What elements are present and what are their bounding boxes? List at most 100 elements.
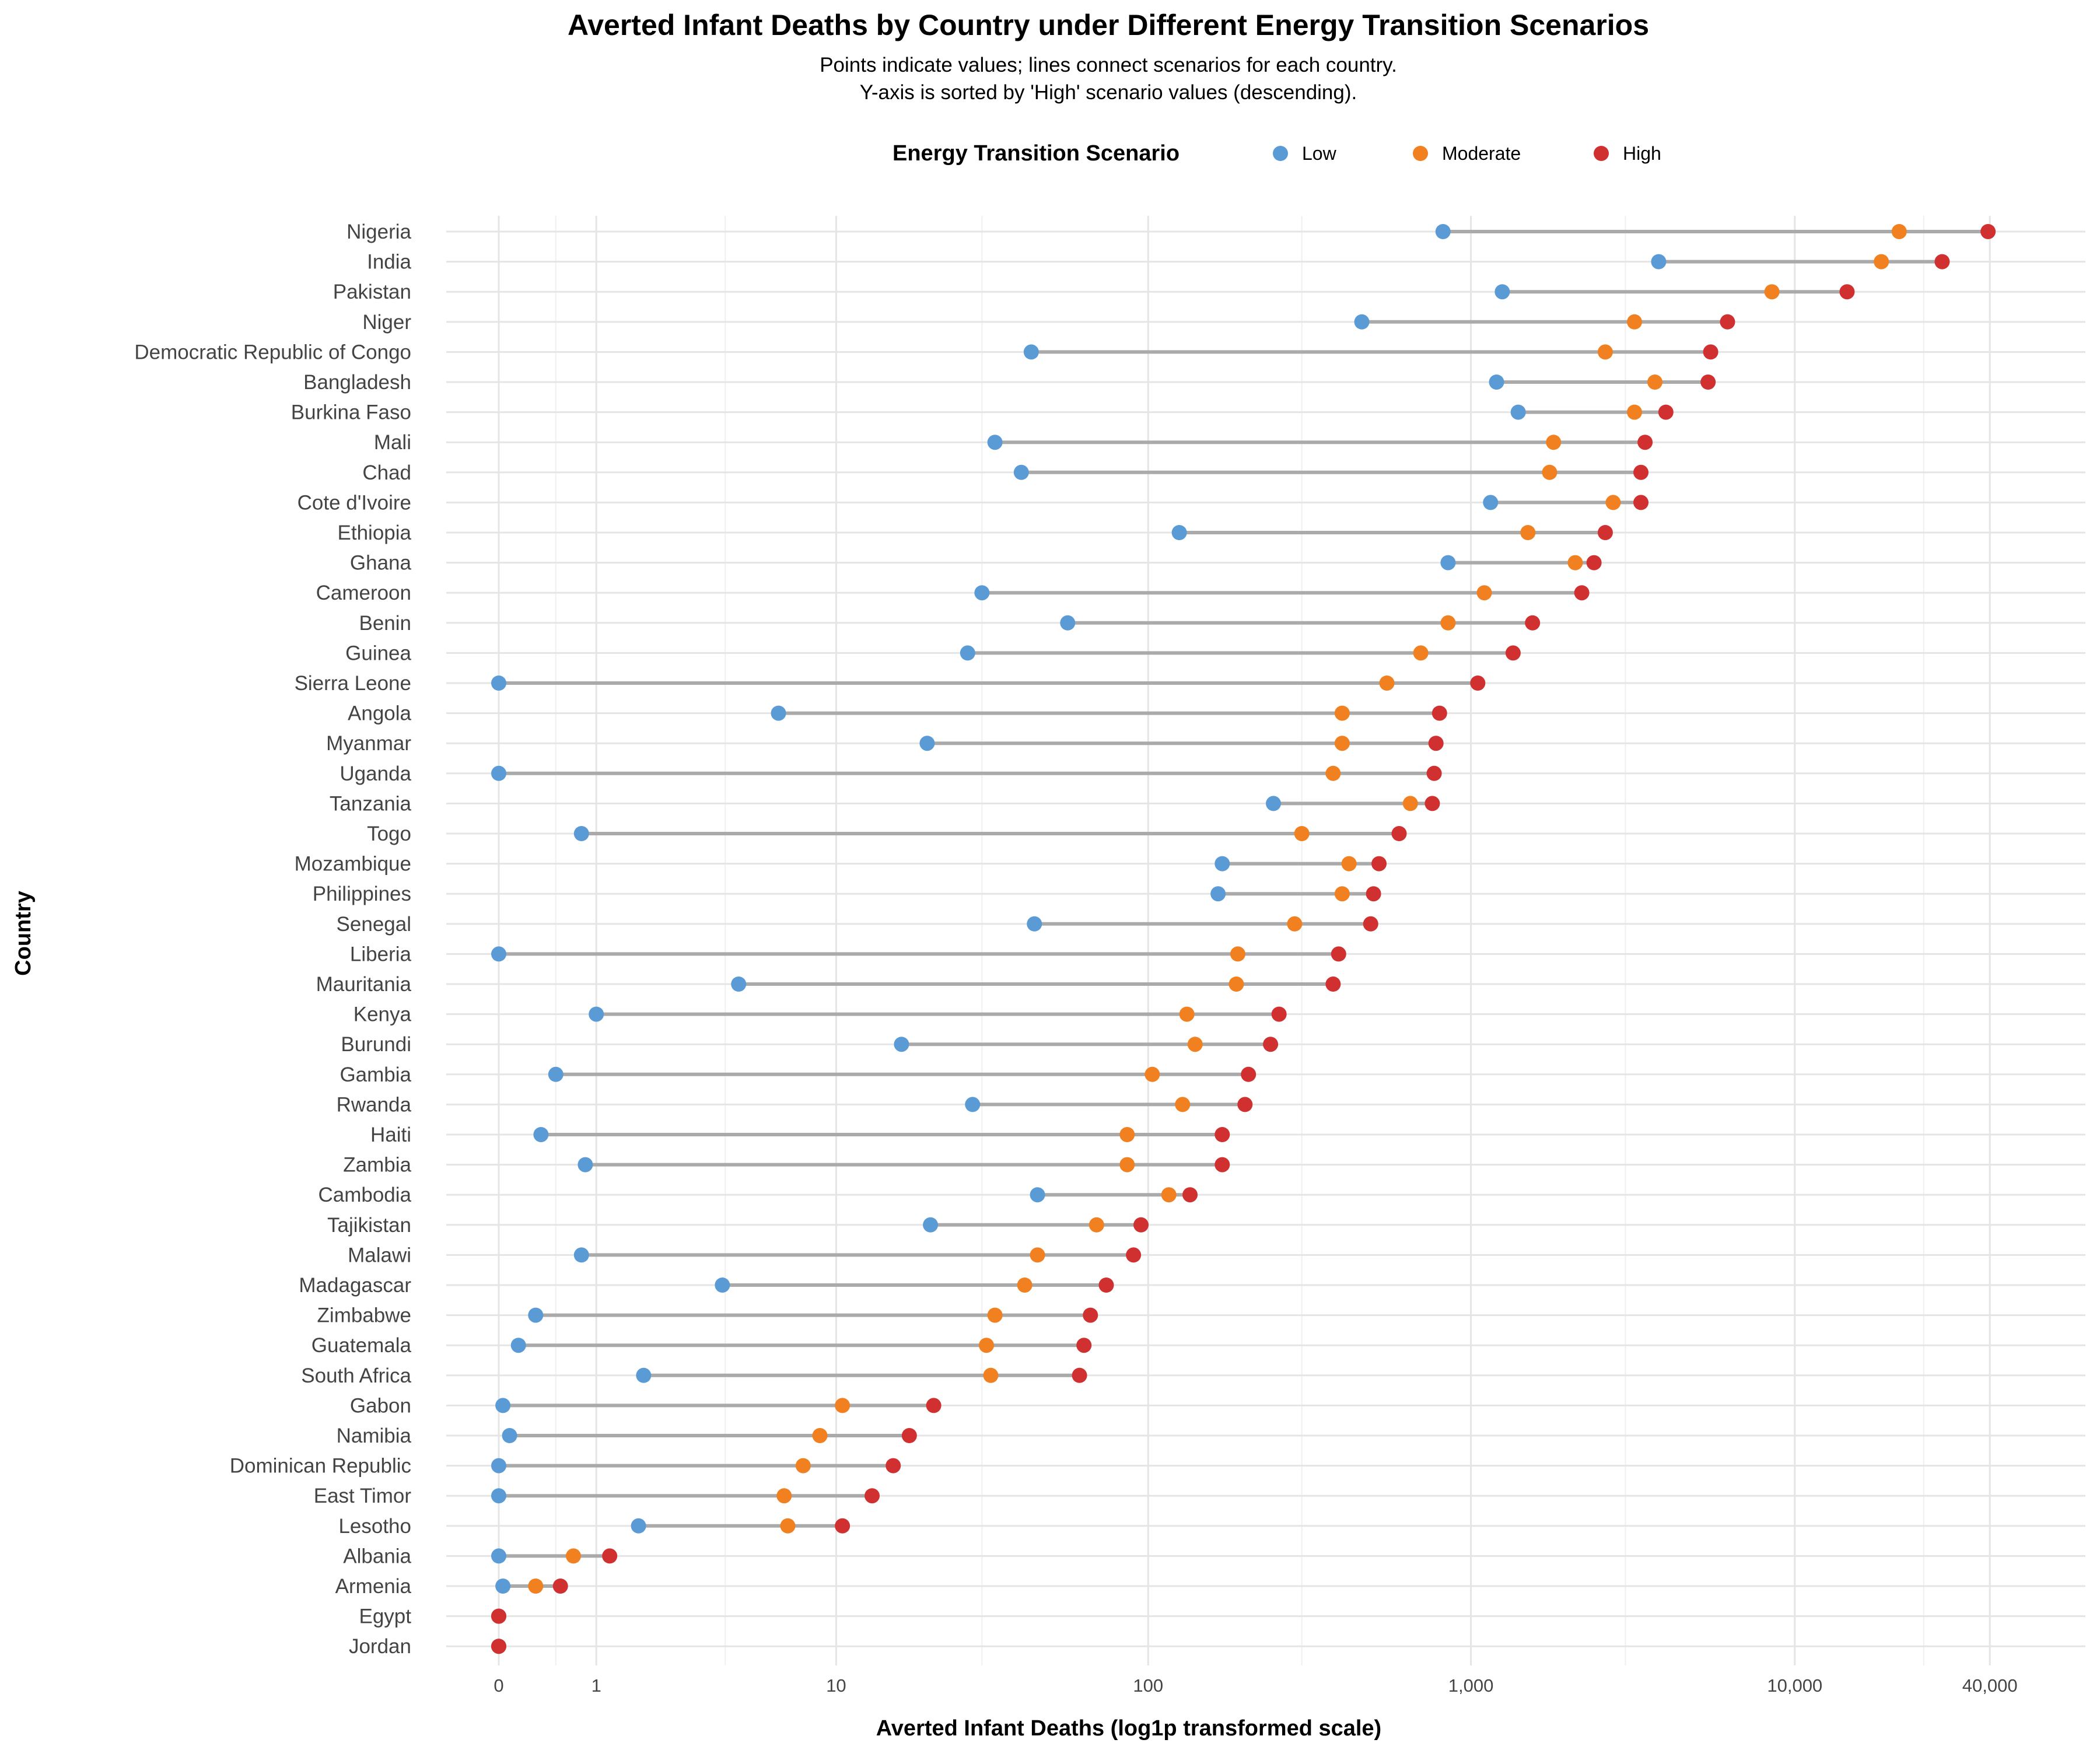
country-label: Democratic Republic of Congo [134,341,411,363]
point-low [1060,615,1076,631]
country-label: Bangladesh [303,371,411,394]
point-high [1237,1097,1253,1112]
point-moderate [1119,1157,1135,1172]
country-row [491,946,1346,962]
country-label: Chad [362,461,411,484]
country-row [1171,525,1613,540]
country-label: Cambodia [318,1184,411,1206]
point-moderate [1325,765,1341,781]
country-row [1030,1187,1198,1203]
point-high [1525,615,1541,631]
point-low [502,1428,517,1443]
country-label: Myanmar [326,732,411,755]
point-high [1428,736,1444,751]
point-moderate [1294,826,1310,841]
country-label: Sierra Leone [295,672,411,695]
country-label: Lesotho [338,1515,411,1538]
point-moderate [1287,916,1303,932]
country-row [491,1608,506,1624]
point-high [926,1398,942,1413]
country-row [1494,284,1855,300]
country-label: Gabon [350,1394,411,1417]
point-low [533,1127,549,1142]
legend-entry-low: Low [1273,143,1337,164]
point-high [1432,705,1447,721]
point-low [589,1006,604,1022]
country-row [919,736,1444,751]
point-moderate [1187,1037,1203,1052]
point-low [1013,464,1029,480]
point-low [631,1518,646,1534]
point-high [1133,1217,1149,1233]
point-high [1586,555,1602,570]
legend-entry-high: High [1594,143,1661,164]
point-low [1510,404,1526,420]
point-low [974,585,990,601]
point-low [510,1338,526,1353]
point-low [1483,495,1499,510]
point-low [495,1578,511,1594]
legend-label: Moderate [1442,143,1521,164]
point-moderate [1144,1066,1160,1082]
point-high [1839,284,1855,300]
point-moderate [1017,1278,1032,1293]
point-high [1325,977,1341,992]
country-label: Togo [367,822,411,845]
point-low [1023,344,1039,360]
country-label: Philippines [313,883,411,905]
x-tick-label: 10,000 [1767,1675,1822,1696]
country-row [1510,404,1674,420]
country-label: Egypt [359,1605,412,1628]
country-label: Guinea [345,642,411,664]
point-moderate [1597,344,1613,360]
point-low [965,1097,981,1112]
country-label: Pakistan [333,281,411,303]
point-low [491,1488,506,1504]
legend-swatch [1594,146,1609,161]
point-moderate [780,1518,796,1534]
country-label: Rwanda [337,1093,412,1116]
chart-title: Averted Infant Deaths by Country under D… [568,9,1649,41]
point-high [1720,314,1735,330]
point-moderate [1179,1006,1195,1022]
country-label: Namibia [337,1424,412,1447]
country-label: Zimbabwe [317,1304,411,1327]
legend-label: High [1623,143,1661,164]
point-high [1633,495,1649,510]
country-row [1214,856,1387,872]
point-moderate [812,1428,828,1443]
point-moderate [795,1458,811,1474]
chart-subtitle-line-2: Y-axis is sorted by 'High' scenario valu… [860,81,1357,104]
point-moderate [1119,1127,1135,1142]
country-row [548,1066,1256,1082]
point-moderate [1520,525,1536,540]
country-row [1027,916,1378,932]
point-high [1263,1037,1279,1052]
point-high [1331,946,1346,962]
country-label: Liberia [350,943,412,965]
country-label: Dominican Republic [230,1455,411,1478]
point-moderate [1334,736,1350,751]
point-high [864,1488,880,1504]
x-tick-label: 100 [1133,1675,1163,1696]
point-moderate [1161,1187,1177,1203]
country-label: South Africa [301,1364,411,1387]
country-label: Kenya [354,1003,412,1026]
point-low [1210,886,1226,902]
point-low [771,705,786,721]
country-row [923,1217,1149,1233]
point-low [528,1307,544,1323]
point-moderate [1546,435,1562,450]
legend-swatch [1413,146,1428,161]
country-label: Haiti [370,1124,411,1146]
point-high [1703,344,1718,360]
point-moderate [1175,1097,1191,1112]
country-row [1013,464,1649,480]
point-high [1597,525,1613,540]
point-moderate [1605,495,1621,510]
chart-subtitle-line-1: Points indicate values; lines connect sc… [820,54,1397,76]
x-tick-label: 40,000 [1962,1675,2018,1696]
point-high [1633,464,1649,480]
country-row [491,1488,880,1504]
point-low [1489,374,1504,390]
